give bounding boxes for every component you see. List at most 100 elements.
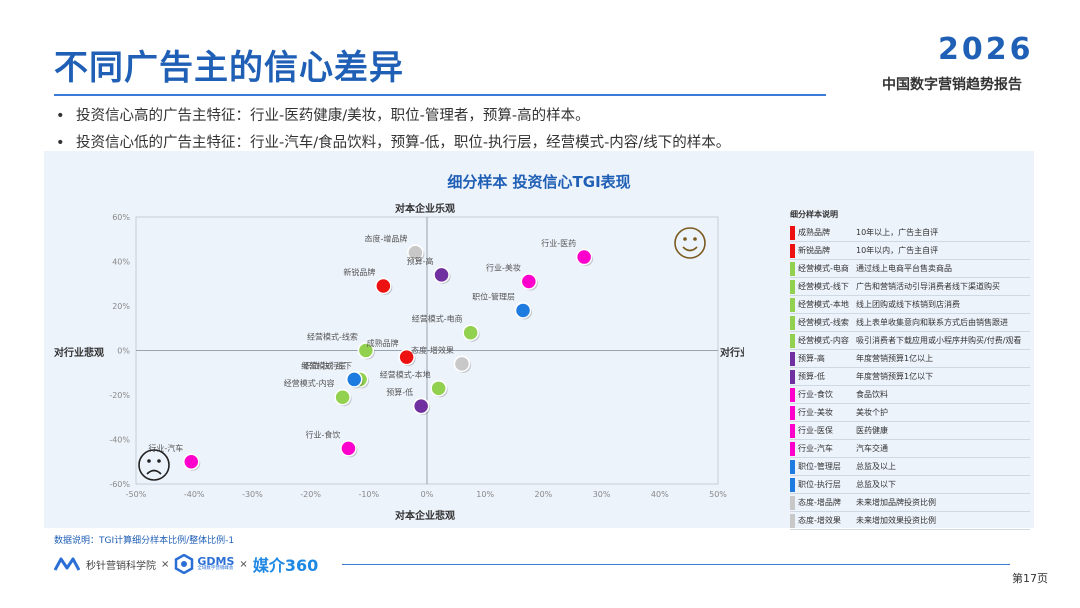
data-point-label: 行业-汽车 [148, 443, 183, 453]
legend-name: 经营模式-电商 [798, 264, 849, 273]
logo-separator: × [161, 558, 170, 570]
legend-row: 态度-增效果 未来增加效果投资比例 [790, 512, 1030, 530]
legend-row: 行业-美妆 美妆个护 [790, 404, 1030, 422]
legend-swatch [790, 243, 795, 258]
legend-swatch [790, 225, 795, 240]
chart-panel: 细分样本 投资信心TGI表现 -50% -40% -30% -20% -10% 0% 10%… [44, 151, 1034, 530]
brand-subtitle: 中国数字营销趋势报告 [882, 77, 1022, 93]
legend-description: 医药健康 [856, 426, 888, 435]
sad-face-icon [138, 449, 170, 481]
gdms-logo-name: GDMS [197, 555, 235, 569]
data-point [412, 397, 430, 415]
legend-row: 经营模式-本地 线上团购或线下核销到店消费 [790, 296, 1030, 314]
meijie360-logo: 媒介360 [252, 556, 319, 575]
legend-description: 年度营销预算1亿以上 [856, 354, 934, 363]
y-tick-label: 40% [112, 258, 130, 267]
axis-caption-left: 对行业悲观 [54, 346, 104, 359]
page-title: 不同广告主的信心差异 [54, 48, 404, 88]
legend-row: 经营模式-电商 通过线上电商平台售卖商品 [790, 260, 1030, 278]
axis-caption-right: 对行业乐观 [720, 346, 744, 359]
legend-name: 行业-食饮 [798, 390, 833, 399]
legend-swatch [790, 405, 795, 420]
data-point-label: 经营模式-线索 [307, 332, 358, 342]
x-tick-label: -40% [184, 490, 205, 499]
legend-swatch [790, 351, 795, 366]
legend-name: 态度-增品牌 [798, 498, 841, 507]
legend-row: 职位-管理层 总监及以上 [790, 458, 1030, 476]
x-tick-label: 50% [709, 490, 727, 499]
data-point [520, 273, 538, 290]
scatter-plot: -50% -40% -30% -20% -10% 0% 10% 20% 30% 40% 50% 60%… [54, 202, 744, 522]
data-point-label: 经营模式-线下 [301, 360, 352, 370]
legend-row: 预算-高 年度营销预算1亿以上 [790, 350, 1030, 368]
x-tick-label: 40% [651, 490, 669, 499]
x-tick-label: -10% [358, 490, 379, 499]
title-divider [54, 94, 826, 96]
data-point [462, 324, 479, 341]
legend-row: 行业-汽车 汽车交通 [790, 440, 1030, 458]
legend-name: 经营模式-线下 [798, 282, 849, 291]
legend-name: 行业-美妆 [798, 408, 833, 417]
legend-description: 通过线上电商平台售卖商品 [856, 264, 952, 273]
data-point-label: 预算-高 [407, 256, 434, 266]
legend-description: 年度营销预算1亿以下 [856, 372, 934, 381]
data-point-label: 行业-食饮 [306, 429, 341, 439]
x-tick-label: 0% [421, 490, 434, 499]
footer-logos: 秒针营销科学院 × GDMS 全域数字营销峰会 × 媒介360 [54, 553, 318, 575]
data-point-label: 新锐品牌 [343, 267, 375, 277]
legend-row: 新锐品牌 10年以内，广告主自评 [790, 242, 1030, 260]
legend-swatch [790, 261, 795, 276]
legend-row: 经营模式-内容 吸引消费者下载应用或小程序并购买/付费/观看 [790, 332, 1030, 350]
legend-name: 成熟品牌 [798, 228, 830, 237]
data-point [375, 277, 392, 295]
legend-row: 经营模式-线索 线上表单收集意向和联系方式后由销售跟进 [790, 314, 1030, 332]
data-point [514, 302, 532, 319]
data-point [433, 266, 450, 284]
data-point [430, 380, 447, 397]
legend-swatch [790, 333, 795, 348]
legend-row: 经营模式-线下 广告和营销活动引导消费者线下渠道购买 [790, 278, 1030, 296]
data-point [357, 342, 375, 359]
legend-name: 新锐品牌 [798, 246, 830, 255]
gdms-logo-text: GDMS 全域数字营销峰会 [197, 556, 234, 572]
smiley-face-icon [674, 227, 706, 259]
x-tick-label: 30% [593, 490, 611, 499]
x-tick-label: -50% [126, 490, 147, 499]
legend-description: 美妆个护 [856, 408, 888, 417]
footer-divider [342, 564, 1010, 565]
legend-name: 态度-增效果 [798, 516, 841, 525]
axis-caption-bottom: 对本企业悲观 [395, 509, 455, 522]
data-point-label: 成熟品牌 [367, 338, 399, 348]
data-note: 数据说明：TGI计算细分样本比例/整体比例-1 [54, 536, 235, 546]
data-point [398, 348, 415, 366]
legend-description: 总监及以上 [856, 462, 896, 471]
legend-swatch [790, 459, 795, 474]
legend-description: 10年以内，广告主自评 [856, 246, 939, 255]
legend-swatch [790, 387, 795, 402]
legend-row: 态度-增品牌 未来增加品牌投资比例 [790, 494, 1030, 512]
legend-name: 行业-医保 [798, 426, 833, 435]
y-tick-label: -20% [109, 391, 130, 400]
legend-name: 经营模式-内容 [798, 336, 849, 345]
y-tick-label: -60% [109, 480, 130, 489]
legend-row: 预算-低 年度营销预算1亿以下 [790, 368, 1030, 386]
legend-row: 行业-医保 医药健康 [790, 422, 1030, 440]
brand-year: 2026 [938, 32, 1034, 67]
data-point [334, 388, 351, 406]
legend-row: 成熟品牌 10年以上，广告主自评 [790, 224, 1030, 242]
legend-name: 行业-汽车 [798, 444, 833, 453]
y-tick-label: 20% [112, 302, 130, 311]
legend-swatch [790, 495, 795, 510]
legend-name: 经营模式-线索 [798, 318, 849, 327]
legend-swatch [790, 477, 795, 492]
legend-name: 经营模式-本地 [798, 300, 849, 309]
legend-description: 线上表单收集意向和联系方式后由销售跟进 [856, 318, 1008, 327]
data-point-label: 态度-增效果 [411, 345, 454, 355]
legend-description: 食品饮料 [856, 390, 888, 399]
legend-row: 职位-执行层 总监及以下 [790, 476, 1030, 494]
x-tick-label: -20% [300, 490, 321, 499]
bullet-low-confidence: 投资信心低的广告主特征：行业-汽车/食品饮料，预算-低，职位-执行层，经营模式-… [56, 131, 730, 152]
legend-name: 职位-执行层 [798, 480, 841, 489]
data-point-label: 职位-管理层 [472, 291, 515, 301]
gdms-logo-sub: 全域数字营销峰会 [197, 566, 234, 572]
